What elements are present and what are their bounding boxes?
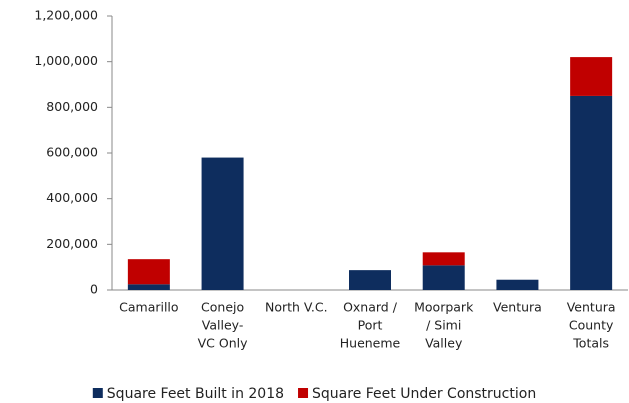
legend-label: Square Feet Built in 2018	[107, 386, 284, 402]
x-tick-label: Totals	[572, 336, 609, 351]
legend-label: Square Feet Under Construction	[312, 386, 536, 402]
x-tick-label: Ventura	[493, 300, 542, 315]
legend-swatch	[298, 388, 309, 398]
x-tick-label: County	[569, 318, 614, 333]
bar-segment	[496, 279, 539, 290]
bar-segment	[422, 252, 465, 266]
y-tick-label: 800,000	[46, 99, 98, 114]
x-tick-label: Port	[358, 318, 383, 333]
x-tick-label: Ventura	[567, 300, 616, 315]
x-tick-label: Valley	[425, 336, 463, 351]
y-tick-label: 400,000	[46, 190, 98, 205]
y-tick-label: 1,200,000	[34, 8, 98, 23]
x-tick-label: Moorpark	[414, 300, 474, 315]
x-tick-label: Hueneme	[340, 336, 401, 351]
bar-segment	[127, 259, 170, 285]
x-tick-label: Valley-	[202, 318, 244, 333]
x-tick-label: Oxnard /	[343, 300, 398, 315]
legend-swatch	[92, 388, 103, 398]
x-tick-label: VC Only	[198, 336, 248, 351]
bar-segment	[422, 265, 465, 290]
y-tick-label: 200,000	[46, 236, 98, 251]
x-tick-label: North V.C.	[265, 300, 328, 315]
bar-segment	[570, 57, 613, 96]
bar-segment	[349, 270, 391, 290]
bar-segment	[127, 284, 170, 290]
bar-segment	[201, 157, 244, 290]
x-tick-label: Camarillo	[119, 300, 178, 315]
x-tick-label: / Simi	[426, 318, 461, 333]
y-tick-label: 600,000	[46, 145, 98, 160]
bar-segment	[570, 95, 613, 291]
y-tick-label: 1,000,000	[34, 53, 98, 68]
y-tick-label: 0	[90, 282, 98, 297]
x-tick-label: Conejo	[201, 300, 244, 315]
